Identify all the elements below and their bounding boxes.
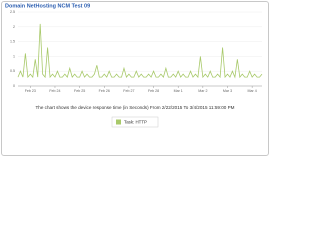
y-tick-label: 1: [13, 54, 15, 58]
x-tick-label: Feb 26: [99, 89, 110, 93]
x-tick-label: Feb 28: [148, 89, 159, 93]
caption: The chart shows the device response time…: [35, 105, 234, 110]
legend-label: Task: HTTP: [124, 119, 147, 124]
y-tick-label: 2: [13, 25, 15, 29]
legend-box: [111, 116, 159, 128]
x-tick-label: Mar 1: [174, 89, 183, 93]
legend-swatch: [116, 119, 121, 125]
chart: Domain NetHosting NCM Test 09 The chart …: [5, 3, 263, 128]
x-tick-label: Feb 24: [49, 89, 60, 93]
y-tick-label: 0.5: [10, 69, 15, 73]
x-tick-label: Mar 2: [198, 89, 207, 93]
y-tick-label: 0: [13, 84, 15, 88]
y-tick-label: 1.5: [10, 40, 15, 44]
x-tick-label: Feb 27: [123, 89, 134, 93]
x-tick-label: Mar 3: [223, 89, 232, 93]
x-tick-label: Feb 23: [25, 89, 36, 93]
x-tick-label: Mar 4: [248, 89, 257, 93]
series-line: [17, 23, 263, 79]
x-tick-label: Feb 25: [74, 89, 85, 93]
chart-title: Domain NetHosting NCM Test 09: [5, 3, 90, 9]
y-tick-label: 2.5: [10, 10, 15, 14]
